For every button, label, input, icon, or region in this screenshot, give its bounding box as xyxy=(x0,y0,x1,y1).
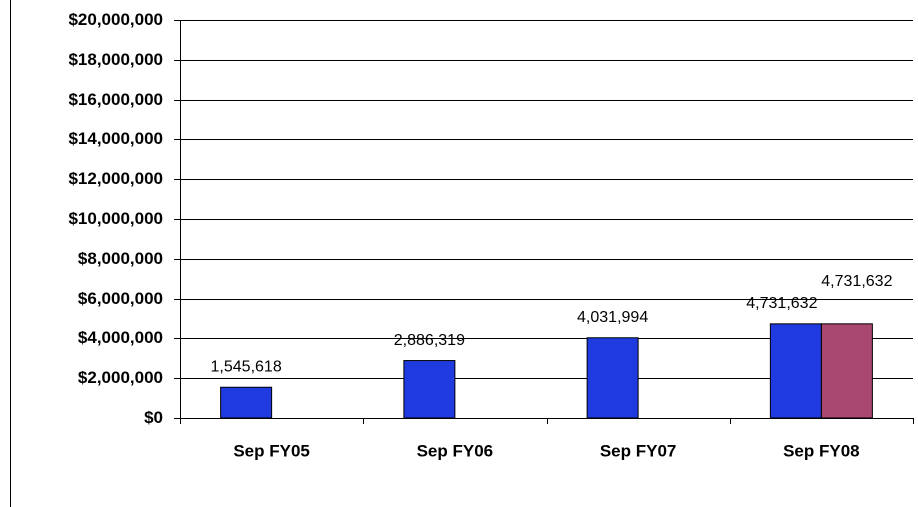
value-label: 4,731,632 xyxy=(821,273,892,290)
bar xyxy=(586,337,639,419)
x-tick-label: Sep FY05 xyxy=(233,441,310,460)
value-label: 4,731,632 xyxy=(746,295,817,312)
bar xyxy=(820,323,873,419)
x-tick-label: Sep FY07 xyxy=(600,441,677,460)
y-tick-label: $6,000,000 xyxy=(78,289,163,308)
y-tick-label: $0 xyxy=(144,408,163,427)
y-tick-label: $16,000,000 xyxy=(68,90,163,109)
y-tick-label: $12,000,000 xyxy=(68,169,163,188)
x-tick-label: Sep FY08 xyxy=(783,441,860,460)
x-tick-label: Sep FY06 xyxy=(417,441,494,460)
y-tick-label: $4,000,000 xyxy=(78,328,163,347)
value-label: 4,031,994 xyxy=(577,309,648,326)
y-tick-label: $8,000,000 xyxy=(78,249,163,268)
bar xyxy=(403,360,456,419)
y-tick-label: $18,000,000 xyxy=(68,50,163,69)
bar xyxy=(220,386,273,419)
y-tick-label: $2,000,000 xyxy=(78,368,163,387)
y-tick-label: $10,000,000 xyxy=(68,209,163,228)
value-label: 2,886,319 xyxy=(394,332,465,349)
bar xyxy=(769,323,822,419)
y-tick-label: $14,000,000 xyxy=(68,129,163,148)
y-tick-label: $20,000,000 xyxy=(68,10,163,29)
value-label: 1,545,618 xyxy=(211,358,282,375)
